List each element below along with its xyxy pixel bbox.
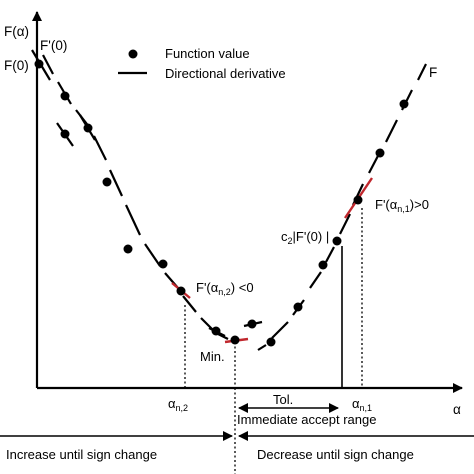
legend-function-value: Function value xyxy=(165,46,250,61)
curve-label: F xyxy=(429,65,437,80)
y-axis-label: F(α) xyxy=(4,24,29,39)
legend-dot-icon xyxy=(128,49,138,59)
min-label: Min. xyxy=(200,349,225,364)
alpha-n2-label: αn,2 xyxy=(168,396,188,413)
legend-directional-derivative: Directional derivative xyxy=(165,66,286,81)
origin-value-label: F(0) xyxy=(4,58,29,73)
function-value-points xyxy=(34,59,409,347)
dotted-guides xyxy=(184,208,363,388)
dashed-curve xyxy=(42,54,427,351)
c2-threshold-label: c2|F'(0) | xyxy=(281,229,329,246)
alpha-n1-label: αn,1 xyxy=(352,396,372,413)
decrease-label: Decrease until sign change xyxy=(257,447,414,462)
increase-label: Increase until sign change xyxy=(6,447,157,462)
x-axis-label: α xyxy=(453,402,461,417)
tol-label: Tol. xyxy=(273,392,293,407)
slope-right-label: F'(αn,1)>0 xyxy=(375,197,429,214)
accept-range-label: Immediate accept range xyxy=(237,412,376,427)
origin-slope-label: F'(0) xyxy=(40,38,67,53)
slope-left-label: F'(αn,2) <0 xyxy=(196,280,254,297)
